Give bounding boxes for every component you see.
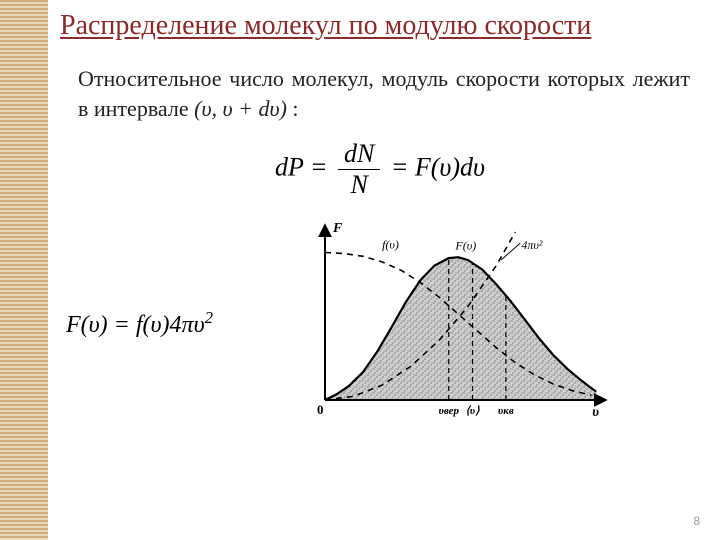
- eq2: =: [391, 153, 415, 182]
- f-rhs: f(υ): [136, 312, 170, 338]
- eq3: =: [114, 312, 136, 338]
- fraction-dN-N: dN N: [338, 139, 380, 200]
- den-N: N: [338, 170, 380, 200]
- svg-text:F(υ): F(υ): [455, 239, 477, 253]
- chart-container: Fυ f(υ) F(υ) 4πυ² 0 υвер ⟨υ⟩ υкв: [213, 218, 700, 428]
- svg-text:⟨υ⟩: ⟨υ⟩: [466, 405, 481, 417]
- exp2: 2: [205, 308, 213, 327]
- svg-text:4πυ²: 4πυ²: [522, 238, 544, 252]
- svg-text:0: 0: [317, 402, 324, 417]
- formula-dP: dP = dN N = F(υ)dυ: [60, 139, 700, 200]
- eq1: =: [310, 153, 334, 182]
- svg-text:υкв: υкв: [498, 405, 514, 417]
- Fudu: F(υ)dυ: [415, 153, 485, 182]
- svg-text:υвер: υвер: [439, 405, 460, 417]
- fourpi: 4π: [170, 312, 194, 338]
- para-post: :: [287, 96, 299, 121]
- interval-expr: (υ, υ + dυ): [194, 96, 287, 121]
- page-number: 8: [693, 514, 700, 528]
- F-lhs: F(υ): [66, 312, 108, 338]
- dP: dP: [275, 153, 303, 182]
- para-pre: Относительное число молекул, модуль скор…: [78, 66, 690, 121]
- maxwell-chart: Fυ f(υ) F(υ) 4πυ² 0 υвер ⟨υ⟩ υкв: [301, 218, 611, 428]
- num-dN: dN: [338, 139, 380, 170]
- svg-text:F: F: [332, 221, 343, 236]
- page-title: Распределение молекул по модулю скорости: [60, 10, 700, 42]
- formula-F: F(υ) = f(υ)4πυ2: [66, 308, 213, 339]
- v: υ: [194, 312, 205, 338]
- svg-text:υ: υ: [593, 405, 600, 420]
- svg-text:f(υ): f(υ): [383, 238, 400, 252]
- intro-paragraph: Относительное число молекул, модуль скор…: [78, 64, 690, 123]
